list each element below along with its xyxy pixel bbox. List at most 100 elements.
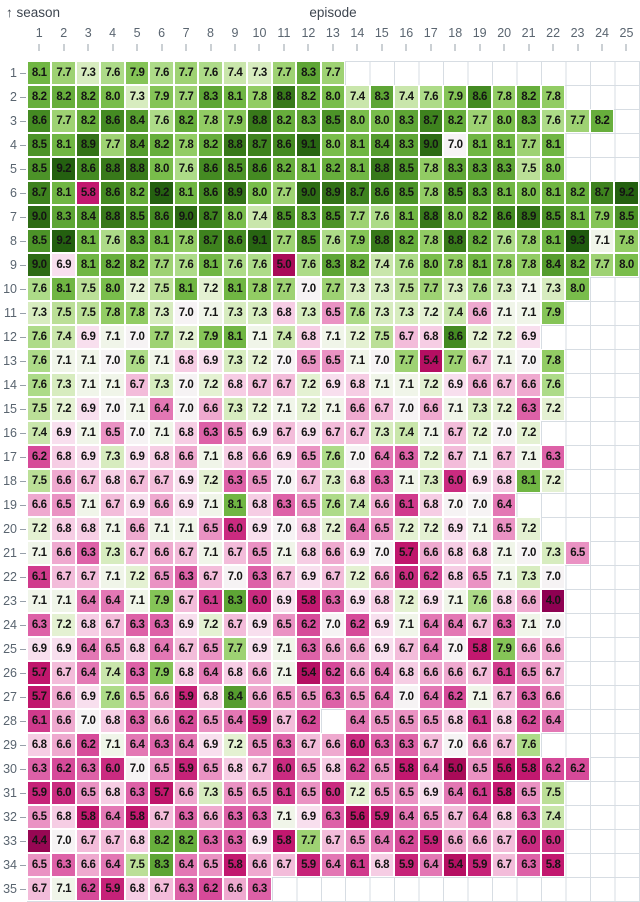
heatmap-cell[interactable]: 6.3 (222, 805, 248, 829)
heatmap-cell[interactable]: 7.2 (418, 517, 443, 541)
heatmap-cell[interactable]: 8.5 (27, 133, 52, 157)
heatmap-cell[interactable]: 8.5 (27, 229, 52, 253)
heatmap-cell[interactable]: 7.3 (51, 373, 76, 397)
heatmap-cell[interactable]: 7.7 (394, 349, 419, 373)
heatmap-cell[interactable]: 6.5 (516, 781, 541, 805)
heatmap-cell[interactable]: 6.9 (51, 253, 76, 277)
heatmap-cell[interactable]: 7.1 (198, 445, 223, 469)
heatmap-cell[interactable]: 8.5 (442, 181, 468, 205)
heatmap-cell[interactable]: 6.6 (467, 373, 492, 397)
heatmap-cell[interactable]: 8.3 (442, 157, 468, 181)
heatmap-cell[interactable]: 8.2 (467, 229, 492, 253)
heatmap-cell[interactable]: 7.6 (198, 61, 223, 85)
heatmap-cell[interactable]: 7.1 (271, 397, 297, 421)
heatmap-cell[interactable]: 8.0 (614, 253, 639, 277)
heatmap-cell[interactable]: 8.8 (418, 205, 443, 229)
heatmap-cell[interactable]: 6.3 (124, 661, 150, 685)
heatmap-cell[interactable]: 7.2 (51, 613, 76, 637)
heatmap-cell[interactable]: 7.5 (51, 301, 76, 325)
heatmap-cell[interactable]: 7.1 (27, 541, 52, 565)
heatmap-cell[interactable]: 9.2 (51, 229, 76, 253)
heatmap-cell[interactable]: 7.1 (320, 397, 346, 421)
heatmap-cell[interactable]: 6.6 (540, 685, 566, 709)
heatmap-cell[interactable]: 8.0 (247, 181, 272, 205)
heatmap-cell[interactable]: 6.6 (149, 541, 174, 565)
heatmap-cell[interactable]: 8.3 (467, 181, 492, 205)
heatmap-cell[interactable]: 7.2 (491, 325, 517, 349)
heatmap-cell[interactable]: 6.8 (296, 325, 321, 349)
heatmap-cell[interactable]: 7.2 (124, 277, 150, 301)
heatmap-cell[interactable]: 7.0 (271, 349, 297, 373)
heatmap-cell[interactable]: 6.9 (247, 421, 272, 445)
heatmap-cell[interactable]: 6.6 (149, 685, 174, 709)
heatmap-cell[interactable]: 6.7 (173, 541, 199, 565)
heatmap-cell[interactable]: 7.1 (491, 349, 517, 373)
heatmap-cell[interactable]: 6.6 (51, 685, 76, 709)
heatmap-cell[interactable]: 6.9 (418, 589, 443, 613)
heatmap-cell[interactable]: 6.6 (345, 637, 370, 661)
heatmap-cell[interactable]: 7.0 (540, 613, 566, 637)
heatmap-cell[interactable]: 7.3 (247, 301, 272, 325)
heatmap-cell[interactable]: 7.1 (149, 421, 174, 445)
heatmap-cell[interactable]: 6.3 (491, 613, 517, 637)
heatmap-cell[interactable]: 7.6 (467, 589, 492, 613)
heatmap-cell[interactable]: 8.2 (75, 109, 101, 133)
heatmap-cell[interactable]: 6.8 (173, 421, 199, 445)
heatmap-cell[interactable]: 8.2 (173, 829, 199, 853)
heatmap-cell[interactable]: 5.9 (394, 853, 419, 877)
heatmap-cell[interactable]: 6.9 (198, 349, 223, 373)
heatmap-cell[interactable]: 7.0 (442, 637, 468, 661)
heatmap-cell[interactable]: 6.3 (516, 685, 541, 709)
heatmap-cell[interactable]: 6.9 (516, 325, 541, 349)
heatmap-cell[interactable]: 6.5 (271, 613, 297, 637)
heatmap-cell[interactable]: 7.7 (516, 133, 541, 157)
heatmap-cell[interactable]: 9.2 (614, 181, 639, 205)
heatmap-cell[interactable]: 6.4 (467, 805, 492, 829)
heatmap-cell[interactable]: 7.6 (222, 253, 248, 277)
heatmap-cell[interactable]: 7.9 (442, 85, 468, 109)
heatmap-cell[interactable]: 8.5 (296, 229, 321, 253)
heatmap-cell[interactable]: 6.7 (51, 565, 76, 589)
heatmap-cell[interactable]: 6.9 (75, 445, 101, 469)
heatmap-cell[interactable]: 6.1 (394, 493, 419, 517)
heatmap-cell[interactable]: 8.1 (75, 253, 101, 277)
heatmap-cell[interactable]: 8.3 (296, 205, 321, 229)
heatmap-cell[interactable]: 7.6 (27, 277, 52, 301)
heatmap-cell[interactable]: 5.7 (27, 685, 52, 709)
heatmap-cell[interactable]: 6.2 (442, 685, 468, 709)
heatmap-cell[interactable]: 5.9 (247, 709, 272, 733)
heatmap-cell[interactable]: 6.9 (345, 541, 370, 565)
heatmap-cell[interactable]: 8.8 (369, 229, 395, 253)
heatmap-cell[interactable]: 8.0 (418, 253, 443, 277)
heatmap-cell[interactable]: 7.6 (345, 301, 370, 325)
heatmap-cell[interactable]: 7.0 (296, 277, 321, 301)
heatmap-cell[interactable]: 5.9 (27, 781, 52, 805)
heatmap-cell[interactable]: 6.6 (369, 493, 395, 517)
heatmap-cell[interactable]: 7.8 (516, 229, 541, 253)
heatmap-cell[interactable]: 6.7 (320, 421, 346, 445)
heatmap-cell[interactable]: 7.2 (467, 421, 492, 445)
heatmap-cell[interactable]: 7.0 (173, 373, 199, 397)
heatmap-cell[interactable]: 7.2 (491, 397, 517, 421)
heatmap-cell[interactable]: 5.0 (271, 253, 297, 277)
heatmap-cell[interactable]: 6.3 (149, 733, 174, 757)
heatmap-cell[interactable]: 6.7 (75, 829, 101, 853)
heatmap-cell[interactable]: 7.1 (75, 349, 101, 373)
heatmap-cell[interactable]: 8.3 (198, 85, 223, 109)
heatmap-cell[interactable]: 4.0 (540, 589, 566, 613)
heatmap-cell[interactable]: 6.8 (222, 373, 248, 397)
heatmap-cell[interactable]: 7.8 (540, 85, 566, 109)
heatmap-cell[interactable]: 6.8 (491, 469, 517, 493)
heatmap-cell[interactable]: 6.5 (296, 349, 321, 373)
heatmap-cell[interactable]: 6.3 (271, 493, 297, 517)
heatmap-cell[interactable]: 7.2 (198, 277, 223, 301)
heatmap-cell[interactable]: 8.2 (320, 157, 346, 181)
heatmap-cell[interactable]: 7.6 (394, 253, 419, 277)
heatmap-cell[interactable]: 7.9 (149, 589, 174, 613)
heatmap-cell[interactable]: 6.8 (124, 829, 150, 853)
heatmap-cell[interactable]: 6.2 (320, 661, 346, 685)
heatmap-cell[interactable]: 6.3 (124, 781, 150, 805)
heatmap-cell[interactable]: 6.7 (173, 589, 199, 613)
heatmap-cell[interactable]: 6.8 (345, 469, 370, 493)
heatmap-cell[interactable]: 8.1 (222, 325, 248, 349)
